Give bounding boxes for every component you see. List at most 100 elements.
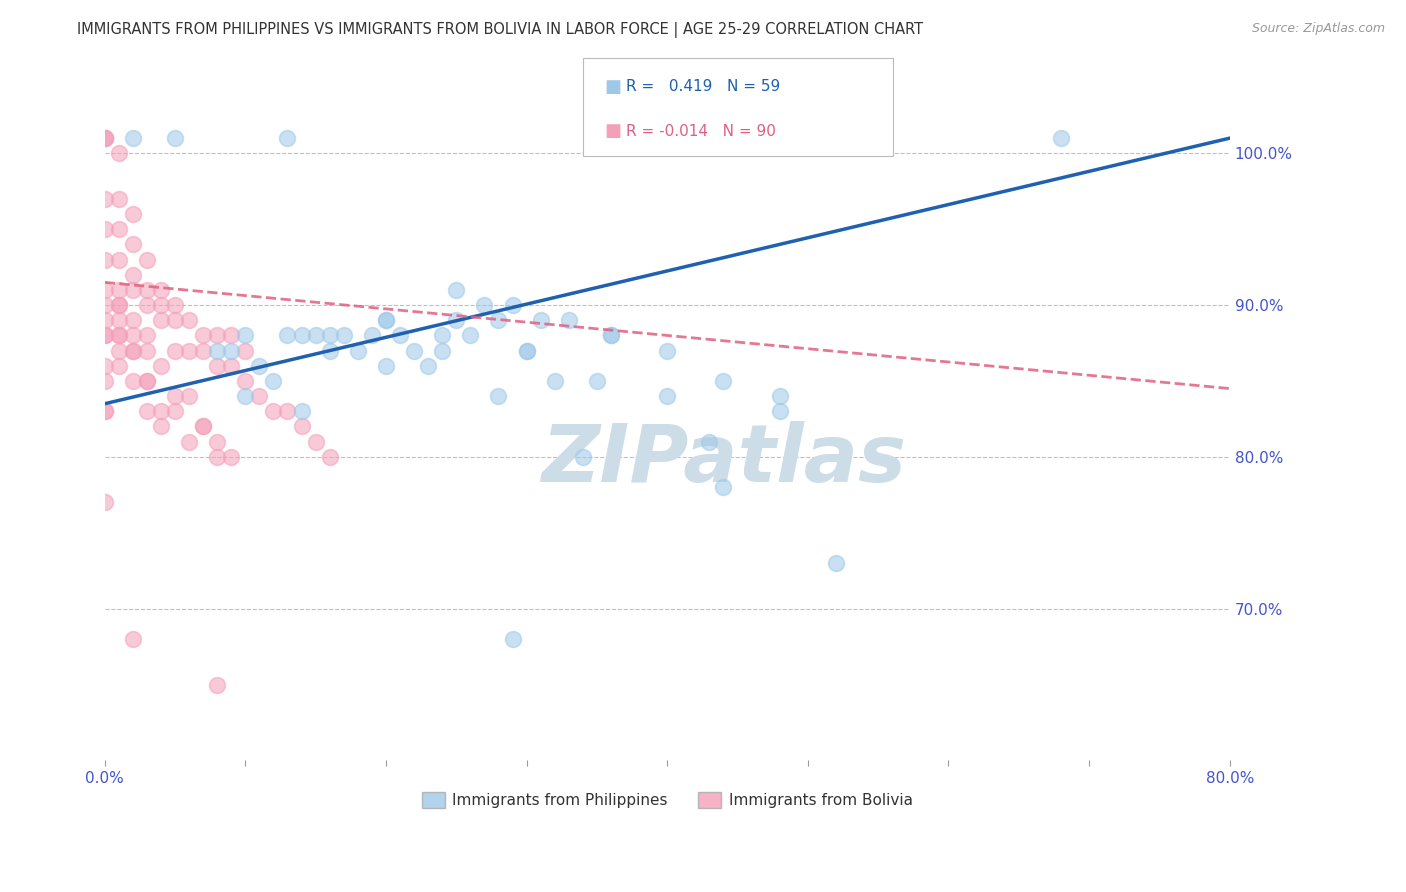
Point bbox=[121, 343, 143, 358]
Point bbox=[276, 404, 298, 418]
Point bbox=[191, 419, 214, 434]
Point bbox=[276, 328, 298, 343]
Point bbox=[163, 313, 186, 327]
Point bbox=[121, 328, 143, 343]
Point bbox=[290, 404, 312, 418]
Point bbox=[121, 374, 143, 388]
Point bbox=[93, 313, 115, 327]
Point bbox=[290, 419, 312, 434]
Point bbox=[713, 480, 735, 494]
Point bbox=[93, 404, 115, 418]
Point bbox=[657, 343, 679, 358]
Point bbox=[177, 434, 200, 449]
Point bbox=[107, 328, 129, 343]
Point bbox=[346, 343, 368, 358]
Text: Source: ZipAtlas.com: Source: ZipAtlas.com bbox=[1251, 22, 1385, 36]
Point bbox=[402, 343, 425, 358]
Point bbox=[374, 359, 396, 373]
Point bbox=[516, 343, 538, 358]
Point bbox=[93, 298, 115, 312]
Point bbox=[416, 359, 439, 373]
Point bbox=[93, 131, 115, 145]
Point bbox=[205, 677, 228, 691]
Point bbox=[502, 632, 524, 646]
Point bbox=[502, 298, 524, 312]
Point bbox=[93, 374, 115, 388]
Point bbox=[121, 632, 143, 646]
Point bbox=[121, 343, 143, 358]
Point bbox=[107, 222, 129, 236]
Point bbox=[135, 252, 157, 267]
Point bbox=[205, 328, 228, 343]
Point bbox=[233, 343, 256, 358]
Point bbox=[121, 268, 143, 282]
Point bbox=[488, 313, 510, 327]
Point bbox=[121, 237, 143, 252]
Point bbox=[432, 328, 454, 343]
Text: ■: ■ bbox=[605, 78, 621, 95]
Point bbox=[163, 131, 186, 145]
Text: IMMIGRANTS FROM PHILIPPINES VS IMMIGRANTS FROM BOLIVIA IN LABOR FORCE | AGE 25-2: IMMIGRANTS FROM PHILIPPINES VS IMMIGRANT… bbox=[77, 22, 924, 38]
Text: ZIPatlas: ZIPatlas bbox=[541, 421, 905, 499]
Legend: Immigrants from Philippines, Immigrants from Bolivia: Immigrants from Philippines, Immigrants … bbox=[416, 786, 920, 814]
Point bbox=[135, 328, 157, 343]
Point bbox=[769, 389, 792, 403]
Point bbox=[304, 328, 326, 343]
Point bbox=[163, 298, 186, 312]
Point bbox=[107, 298, 129, 312]
Point bbox=[121, 207, 143, 221]
Point bbox=[262, 374, 284, 388]
Point bbox=[135, 343, 157, 358]
Point bbox=[318, 343, 340, 358]
Point bbox=[769, 404, 792, 418]
Point bbox=[177, 343, 200, 358]
Point bbox=[446, 313, 468, 327]
Point bbox=[177, 313, 200, 327]
Point bbox=[163, 404, 186, 418]
Point bbox=[205, 359, 228, 373]
Point bbox=[149, 404, 172, 418]
Point bbox=[191, 419, 214, 434]
Point bbox=[107, 298, 129, 312]
Point bbox=[374, 313, 396, 327]
Point bbox=[825, 556, 848, 570]
Point bbox=[93, 131, 115, 145]
Point bbox=[121, 131, 143, 145]
Point bbox=[107, 313, 129, 327]
Point bbox=[657, 389, 679, 403]
Point bbox=[699, 434, 721, 449]
Point bbox=[135, 298, 157, 312]
Point bbox=[233, 389, 256, 403]
Point bbox=[247, 389, 270, 403]
Point bbox=[191, 328, 214, 343]
Point bbox=[93, 283, 115, 297]
Point bbox=[558, 313, 581, 327]
Point bbox=[149, 359, 172, 373]
Point bbox=[474, 298, 496, 312]
Point bbox=[177, 389, 200, 403]
Point bbox=[107, 252, 129, 267]
Point bbox=[135, 374, 157, 388]
Point bbox=[219, 359, 242, 373]
Point bbox=[93, 359, 115, 373]
Point bbox=[446, 283, 468, 297]
Point bbox=[191, 343, 214, 358]
Point bbox=[460, 328, 482, 343]
Point bbox=[93, 404, 115, 418]
Point bbox=[572, 450, 595, 464]
Point bbox=[600, 328, 623, 343]
Point bbox=[107, 328, 129, 343]
Point bbox=[247, 359, 270, 373]
Text: R =   0.419   N = 59: R = 0.419 N = 59 bbox=[626, 79, 780, 94]
Point bbox=[93, 328, 115, 343]
Point bbox=[318, 450, 340, 464]
Text: R = -0.014   N = 90: R = -0.014 N = 90 bbox=[626, 124, 776, 138]
Point bbox=[205, 343, 228, 358]
Point bbox=[586, 374, 609, 388]
Point bbox=[233, 374, 256, 388]
Point bbox=[1050, 131, 1073, 145]
Point bbox=[149, 298, 172, 312]
Point bbox=[544, 374, 567, 388]
Point bbox=[93, 495, 115, 509]
Point bbox=[135, 283, 157, 297]
